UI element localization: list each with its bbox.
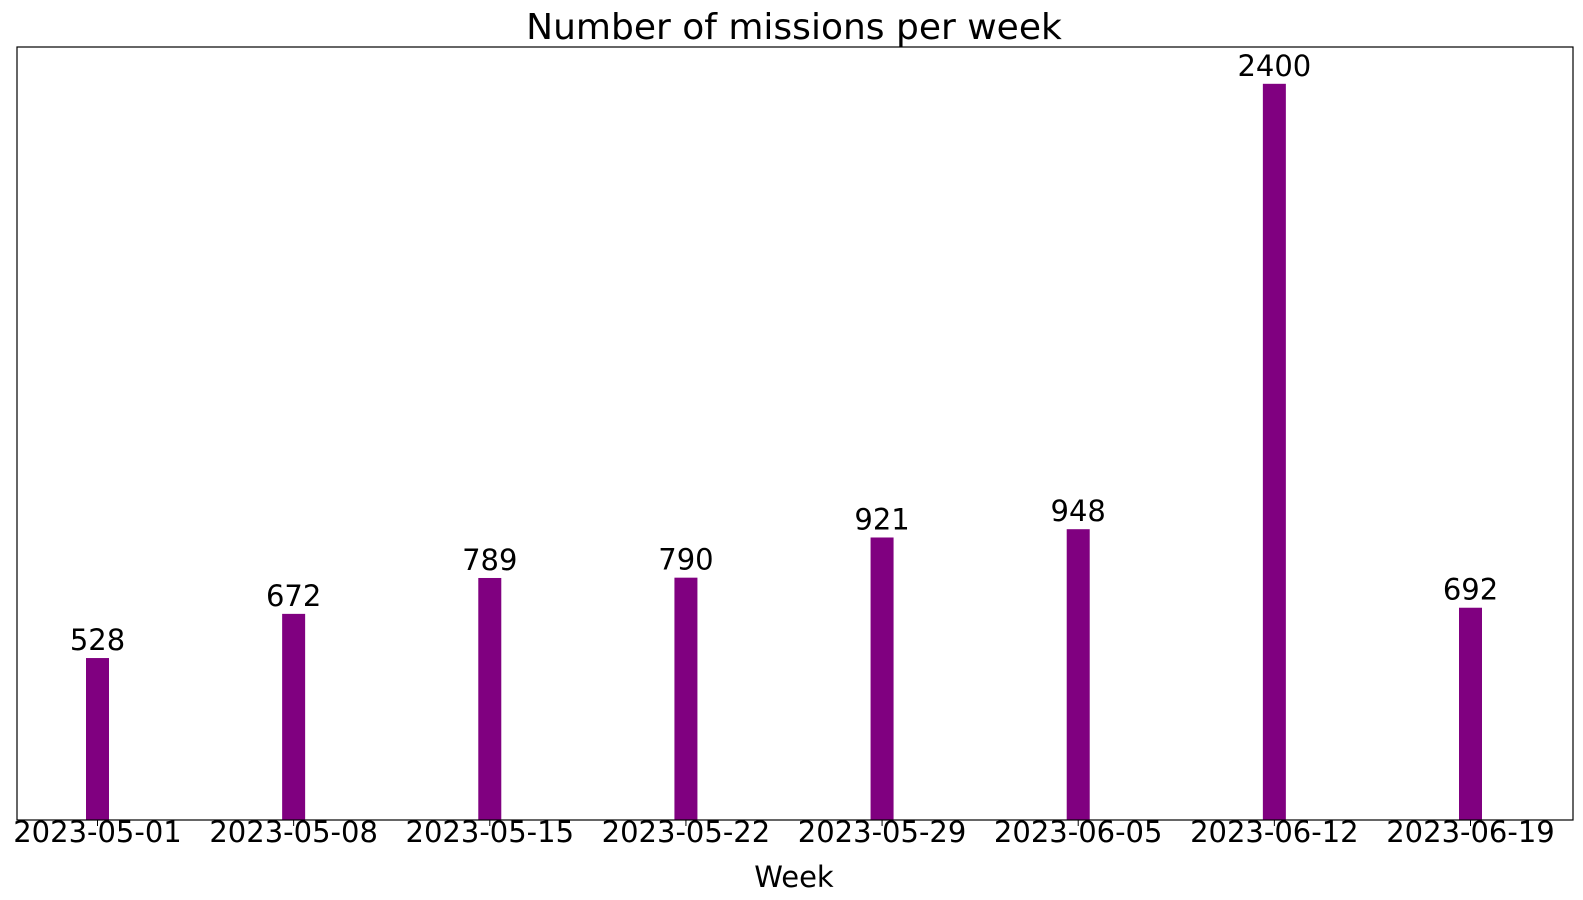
value-label-2023-06-19: 692 [1443,573,1498,607]
bar-2023-06-12 [1262,83,1286,820]
value-label-2023-05-01: 528 [70,623,125,657]
x-tick-label-2023-05-29: 2023-05-29 [798,815,967,849]
bar-2023-05-15 [478,577,502,820]
x-tick-label-2023-05-15: 2023-05-15 [406,815,575,849]
value-label-2023-05-29: 921 [854,502,909,536]
bar-2023-05-01 [86,658,109,820]
value-label-2023-06-12: 2400 [1237,49,1311,83]
chart-title: Number of missions per week [526,7,1062,48]
value-labels-group: 528 672 789 790 921 948 2400 692 [70,49,1498,657]
bar-2023-05-08 [282,613,306,820]
value-label-2023-06-05: 948 [1051,494,1106,528]
x-tick-label-2023-05-01: 2023-05-01 [13,815,182,849]
x-tick-label-2023-05-22: 2023-05-22 [602,815,771,849]
plot-area-frame [16,46,1574,821]
x-tick-label-2023-05-08: 2023-05-08 [209,815,378,849]
value-label-2023-05-22: 790 [658,543,713,577]
value-label-2023-05-08: 672 [266,579,321,613]
bars-group [86,83,1482,820]
bar-2023-06-05 [1066,529,1090,820]
bar-2023-05-29 [870,537,894,820]
bar-2023-05-22 [674,577,698,820]
bar-2023-06-19 [1459,607,1482,820]
value-label-2023-05-15: 789 [462,543,517,577]
x-tick-label-2023-06-19: 2023-06-19 [1386,815,1555,849]
x-axis-ticks: 2023-05-01 2023-05-08 2023-05-15 2023-05-22… [13,815,1555,849]
x-tick-label-2023-06-12: 2023-06-12 [1190,815,1359,849]
x-axis-label: Week [754,860,834,894]
x-tick-label-2023-06-05: 2023-06-05 [994,815,1163,849]
